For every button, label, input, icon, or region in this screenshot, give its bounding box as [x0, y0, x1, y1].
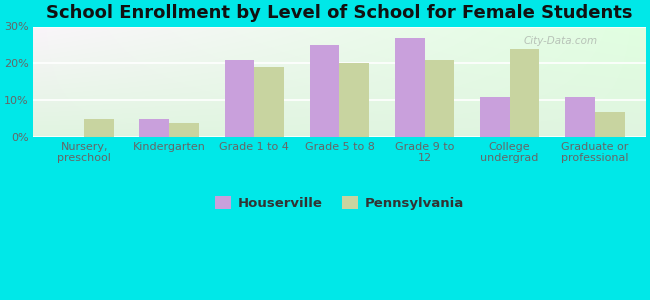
- Bar: [395, 38, 424, 137]
- Bar: [309, 45, 339, 137]
- Bar: [595, 112, 625, 137]
- Bar: [565, 97, 595, 137]
- Text: City-Data.com: City-Data.com: [523, 37, 597, 46]
- Bar: [169, 123, 199, 137]
- Bar: [254, 67, 284, 137]
- Legend: Houserville, Pennsylvania: Houserville, Pennsylvania: [210, 190, 469, 215]
- Bar: [140, 119, 169, 137]
- Bar: [480, 97, 510, 137]
- Bar: [224, 60, 254, 137]
- Bar: [339, 64, 369, 137]
- Title: School Enrollment by Level of School for Female Students: School Enrollment by Level of School for…: [46, 4, 632, 22]
- Bar: [510, 49, 540, 137]
- Bar: [84, 119, 114, 137]
- Bar: [424, 60, 454, 137]
